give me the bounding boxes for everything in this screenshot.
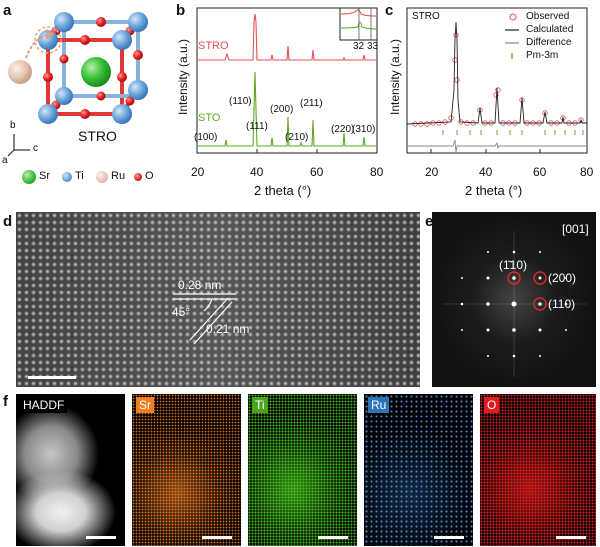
hrtem-image	[16, 212, 420, 387]
axis-label-c: c	[33, 143, 38, 154]
rietveld-xtick-20: 20	[425, 165, 439, 179]
sr-legend-dot	[22, 170, 36, 184]
rietveld-plot	[406, 7, 588, 154]
rietveld-xtick-60: 60	[533, 165, 547, 179]
inset-tick-32: 32	[353, 41, 365, 52]
xrd-xtick-40: 40	[250, 165, 264, 179]
haadf-label: HADDF	[20, 397, 68, 413]
legend-calculated: Calculated	[526, 24, 574, 35]
ru-map-label: Ru	[368, 397, 390, 413]
rietveld-xlabel: 2 theta (°)	[465, 183, 523, 198]
xrd-xlabel: 2 theta (°)	[254, 183, 312, 198]
crystal-title: STRO	[78, 128, 117, 144]
panel-letter-c: c	[385, 2, 394, 19]
panel-letter-e: e	[425, 213, 434, 230]
xrd-ylabel: Intensity (a.u.)	[176, 38, 191, 116]
rietveld-title: STRO	[412, 11, 440, 22]
peak-label-100: (100)	[194, 132, 218, 143]
haadf-image: HADDF	[16, 394, 125, 546]
difference-line	[407, 139, 587, 153]
ru-scale-bar	[434, 536, 464, 539]
peak-label-310: (310)	[352, 124, 376, 135]
peak-label-220: (220)	[331, 124, 355, 135]
hrtem-scale-bar	[28, 376, 76, 379]
fft-spot-1-10: (1̄10)	[499, 258, 528, 272]
fft-spot-200: (200)	[548, 271, 577, 285]
calculated-line	[406, 21, 587, 125]
rietveld-ylabel: Intensity (a.u.)	[388, 38, 403, 116]
ti-scale-bar	[318, 536, 348, 539]
o-legend-label: O	[145, 170, 154, 182]
crystal-structure-diagram	[7, 12, 148, 157]
panel-letter-a: a	[3, 2, 12, 19]
ti-legend-dot	[62, 172, 72, 182]
o-map: O	[480, 394, 596, 546]
peak-label-211: (211)	[300, 98, 323, 109]
sr-map-label: Sr	[136, 397, 154, 413]
element-legend: Sr Ti Ru O	[8, 170, 178, 190]
haadf-scale-bar	[86, 536, 116, 539]
ti-legend-label: Ti	[75, 170, 84, 182]
rietveld-xtick-80: 80	[580, 165, 594, 179]
inset-tick-33: 33	[367, 41, 379, 52]
panel-letter-b: b	[176, 2, 186, 19]
sto-pattern	[197, 71, 377, 147]
hrtem-angle-label: 45°	[172, 305, 191, 319]
o-map-label: O	[484, 397, 500, 413]
axis-label-b: b	[10, 120, 16, 131]
legend-difference: Difference	[526, 37, 572, 48]
peak-label-111: (111)	[246, 121, 268, 132]
sto-label: STO	[198, 112, 221, 124]
sr-scale-bar	[202, 536, 232, 539]
pm3m-ticks	[442, 130, 584, 135]
o-legend-dot	[134, 173, 142, 181]
sr-legend-label: Sr	[39, 170, 50, 182]
o-scale-bar	[556, 536, 586, 539]
peak-label-110: (110)	[229, 96, 252, 107]
ru-legend-dot	[96, 171, 108, 183]
xrd-xtick-80: 80	[370, 165, 384, 179]
ru-legend-label: Ru	[111, 170, 126, 182]
fft-pattern	[432, 212, 596, 387]
hrtem-d2-label: 0.21 nm	[206, 322, 250, 336]
xrd-xtick-60: 60	[310, 165, 324, 179]
sr-map: Sr	[132, 394, 241, 546]
ru-map: Ru	[364, 394, 473, 546]
panel-letter-f: f	[3, 393, 8, 410]
ti-map-label: Ti	[252, 397, 268, 413]
peak-label-200: (200)	[270, 104, 294, 115]
panel-letter-d: d	[3, 213, 13, 230]
hrtem-d1-label: 0.28 nm	[178, 278, 222, 292]
peak-label-210: (210)	[285, 132, 309, 143]
legend-pm3m: Pm-3m	[526, 50, 559, 61]
axis-label-a: a	[2, 155, 8, 166]
legend-observed: Observed	[526, 11, 570, 22]
rietveld-xtick-40: 40	[479, 165, 493, 179]
ti-map: Ti	[248, 394, 357, 546]
xrd-xtick-20: 20	[191, 165, 205, 179]
fft-spot-110: (110)	[548, 297, 576, 311]
fft-zone-axis: [001]	[562, 222, 589, 236]
stro-label: STRO	[198, 40, 229, 52]
stro-pattern	[197, 13, 377, 61]
xrd-plot	[196, 7, 378, 154]
